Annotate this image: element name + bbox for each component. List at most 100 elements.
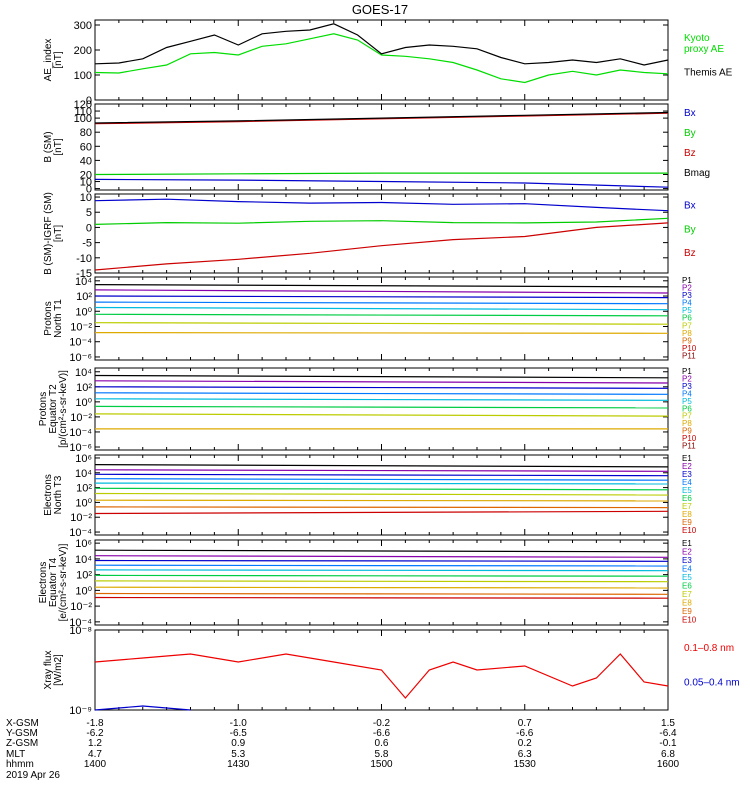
legend-entry: By xyxy=(684,128,696,139)
orbit-value: 0.9 xyxy=(231,738,245,749)
y-tick-label: 200 xyxy=(74,45,92,57)
legend-entry: E6 xyxy=(682,582,692,591)
y-tick-label: 10⁰ xyxy=(75,397,92,409)
panel-frame xyxy=(94,539,669,626)
series-line-bigrf-1 xyxy=(94,217,669,225)
y-tick-label: 10⁻⁸ xyxy=(69,625,92,637)
series-line-pe-4 xyxy=(94,398,669,401)
orbit-row-label: X-GSM xyxy=(6,718,39,729)
y-tick-label: 10⁶ xyxy=(75,453,92,465)
legend-entry: E6 xyxy=(682,494,692,503)
y-axis-label: Protons xyxy=(43,301,54,335)
series-line-pe-5 xyxy=(94,405,669,409)
legend-entry: Bx xyxy=(684,200,696,211)
series-line-pn-6 xyxy=(94,322,669,325)
y-axis-label: Xray flux xyxy=(43,651,54,690)
y-tick-label: -10 xyxy=(76,253,92,265)
orbit-value: 1.5 xyxy=(661,718,675,729)
legend-entry: P3 xyxy=(682,382,692,391)
y-tick-label: 10² xyxy=(76,570,92,582)
legend-entry: E10 xyxy=(682,616,697,625)
series-line-ee-0 xyxy=(94,549,669,553)
y-tick-label: 10⁻² xyxy=(70,321,92,333)
panel-bigrf: -15 -10 -5 0 5 10 B (SM)-IGRF (SM) [nT] Bx By Bz xyxy=(43,192,696,280)
series-line-pe-3 xyxy=(94,392,669,395)
orbit-value: 1530 xyxy=(514,759,537,770)
orbit-value: -6.2 xyxy=(86,728,104,739)
y-axis-label: [nT] xyxy=(53,51,64,68)
series-line-en-1 xyxy=(94,469,669,472)
legend-entry: E2 xyxy=(682,462,692,471)
y-tick-label: 10⁰ xyxy=(75,306,92,318)
legend-entry: P1 xyxy=(682,367,692,376)
y-axis-label: [nT] xyxy=(53,138,64,155)
y-tick-label: 10⁻² xyxy=(70,512,92,524)
y-tick-label: 10⁻² xyxy=(70,412,92,424)
series-line-pn-7 xyxy=(94,332,669,334)
legend-entry: By xyxy=(684,224,696,235)
y-tick-label: 10⁻⁴ xyxy=(69,527,92,539)
legend-entry: P4 xyxy=(682,299,692,308)
series-line-bigrf-2 xyxy=(94,222,669,271)
series-line-en-2 xyxy=(94,473,669,477)
y-axis-label: Protons xyxy=(38,392,49,426)
y-axis-label: North T1 xyxy=(53,299,64,338)
legend-entry: Themis AE xyxy=(684,68,733,79)
y-tick-label: -5 xyxy=(82,238,92,250)
y-axis-label: [e/(cm²-s-sr-keV)] xyxy=(58,543,69,621)
y-tick-label: 0 xyxy=(86,222,92,234)
series-line-ee-8 xyxy=(94,592,669,595)
series-line-ee-7 xyxy=(94,586,669,589)
series-line-en-8 xyxy=(94,506,669,509)
legend-entry: P8 xyxy=(682,419,692,428)
legend-entry: E4 xyxy=(682,478,692,487)
orbit-value: 0.2 xyxy=(518,738,532,749)
orbit-value: 1400 xyxy=(84,759,107,770)
series-line-bsm-0 xyxy=(94,178,669,188)
orbit-value: 6.3 xyxy=(518,749,532,760)
panel-xray: 10⁻⁸ 10⁻⁹ Xray flux [W/m2] 0.1–0.8 nm 0.05–0.… xyxy=(43,625,740,717)
legend-entry: P6 xyxy=(682,404,692,413)
orbit-row-label: Y-GSM xyxy=(6,728,38,739)
legend-entry: Bz xyxy=(684,248,696,259)
legend-entry: P2 xyxy=(682,284,692,293)
date-label: 2019 Apr 26 xyxy=(6,770,60,781)
series-line-bsm-3 xyxy=(94,111,669,124)
orbit-value: 4.7 xyxy=(88,749,102,760)
y-tick-label: 10⁻⁴ xyxy=(69,427,92,439)
y-tick-label: 10⁻⁶ xyxy=(69,352,92,364)
series-line-ae-1 xyxy=(94,23,669,66)
legend-entry: E3 xyxy=(682,470,692,479)
y-tick-label: 0 xyxy=(86,95,92,107)
orbit-value: -6.6 xyxy=(373,728,391,739)
legend-entry: P4 xyxy=(682,389,692,398)
series-line-pn-0 xyxy=(94,284,669,288)
series-line-ee-2 xyxy=(94,559,669,562)
y-axis-label: Electrons xyxy=(43,474,54,516)
series-line-bsm-1 xyxy=(94,172,668,176)
panel-ee: 10⁶ 10⁴ 10² 10⁰ 10⁻² 10⁻⁴ Electrons Equator T4[… xyxy=(38,538,697,629)
orbit-value: -1.0 xyxy=(230,718,248,729)
y-tick-label: 10⁴ xyxy=(75,276,92,288)
series-line-en-0 xyxy=(94,464,669,468)
legend-entry: Bz xyxy=(684,148,696,159)
series-line-ee-3 xyxy=(94,564,669,567)
series-line-en-6 xyxy=(94,492,669,496)
series-line-ee-1 xyxy=(94,555,669,558)
y-tick-label: 10² xyxy=(76,382,92,394)
y-tick-label: 10⁻⁴ xyxy=(69,617,92,629)
legend-entry: Kyoto xyxy=(684,33,710,44)
series-line-pe-1 xyxy=(94,380,669,384)
orbit-value: 5.8 xyxy=(375,749,389,760)
panel-pe: 10⁴ 10² 10⁰ 10⁻² 10⁻⁴ 10⁻⁶ Protons Equator T2 [p… xyxy=(38,367,697,454)
series-line-en-4 xyxy=(94,482,669,485)
legend-entry: E3 xyxy=(682,556,692,565)
y-axis-label: Equator T2 xyxy=(48,384,59,434)
y-tick-label: 40 xyxy=(80,155,92,167)
series-line-ee-6 xyxy=(94,580,669,583)
orbit-value: -6.4 xyxy=(659,728,677,739)
y-tick-label: 110 xyxy=(74,106,92,118)
legend-entry: P5 xyxy=(682,397,692,406)
series-line-bigrf-0 xyxy=(94,198,669,212)
